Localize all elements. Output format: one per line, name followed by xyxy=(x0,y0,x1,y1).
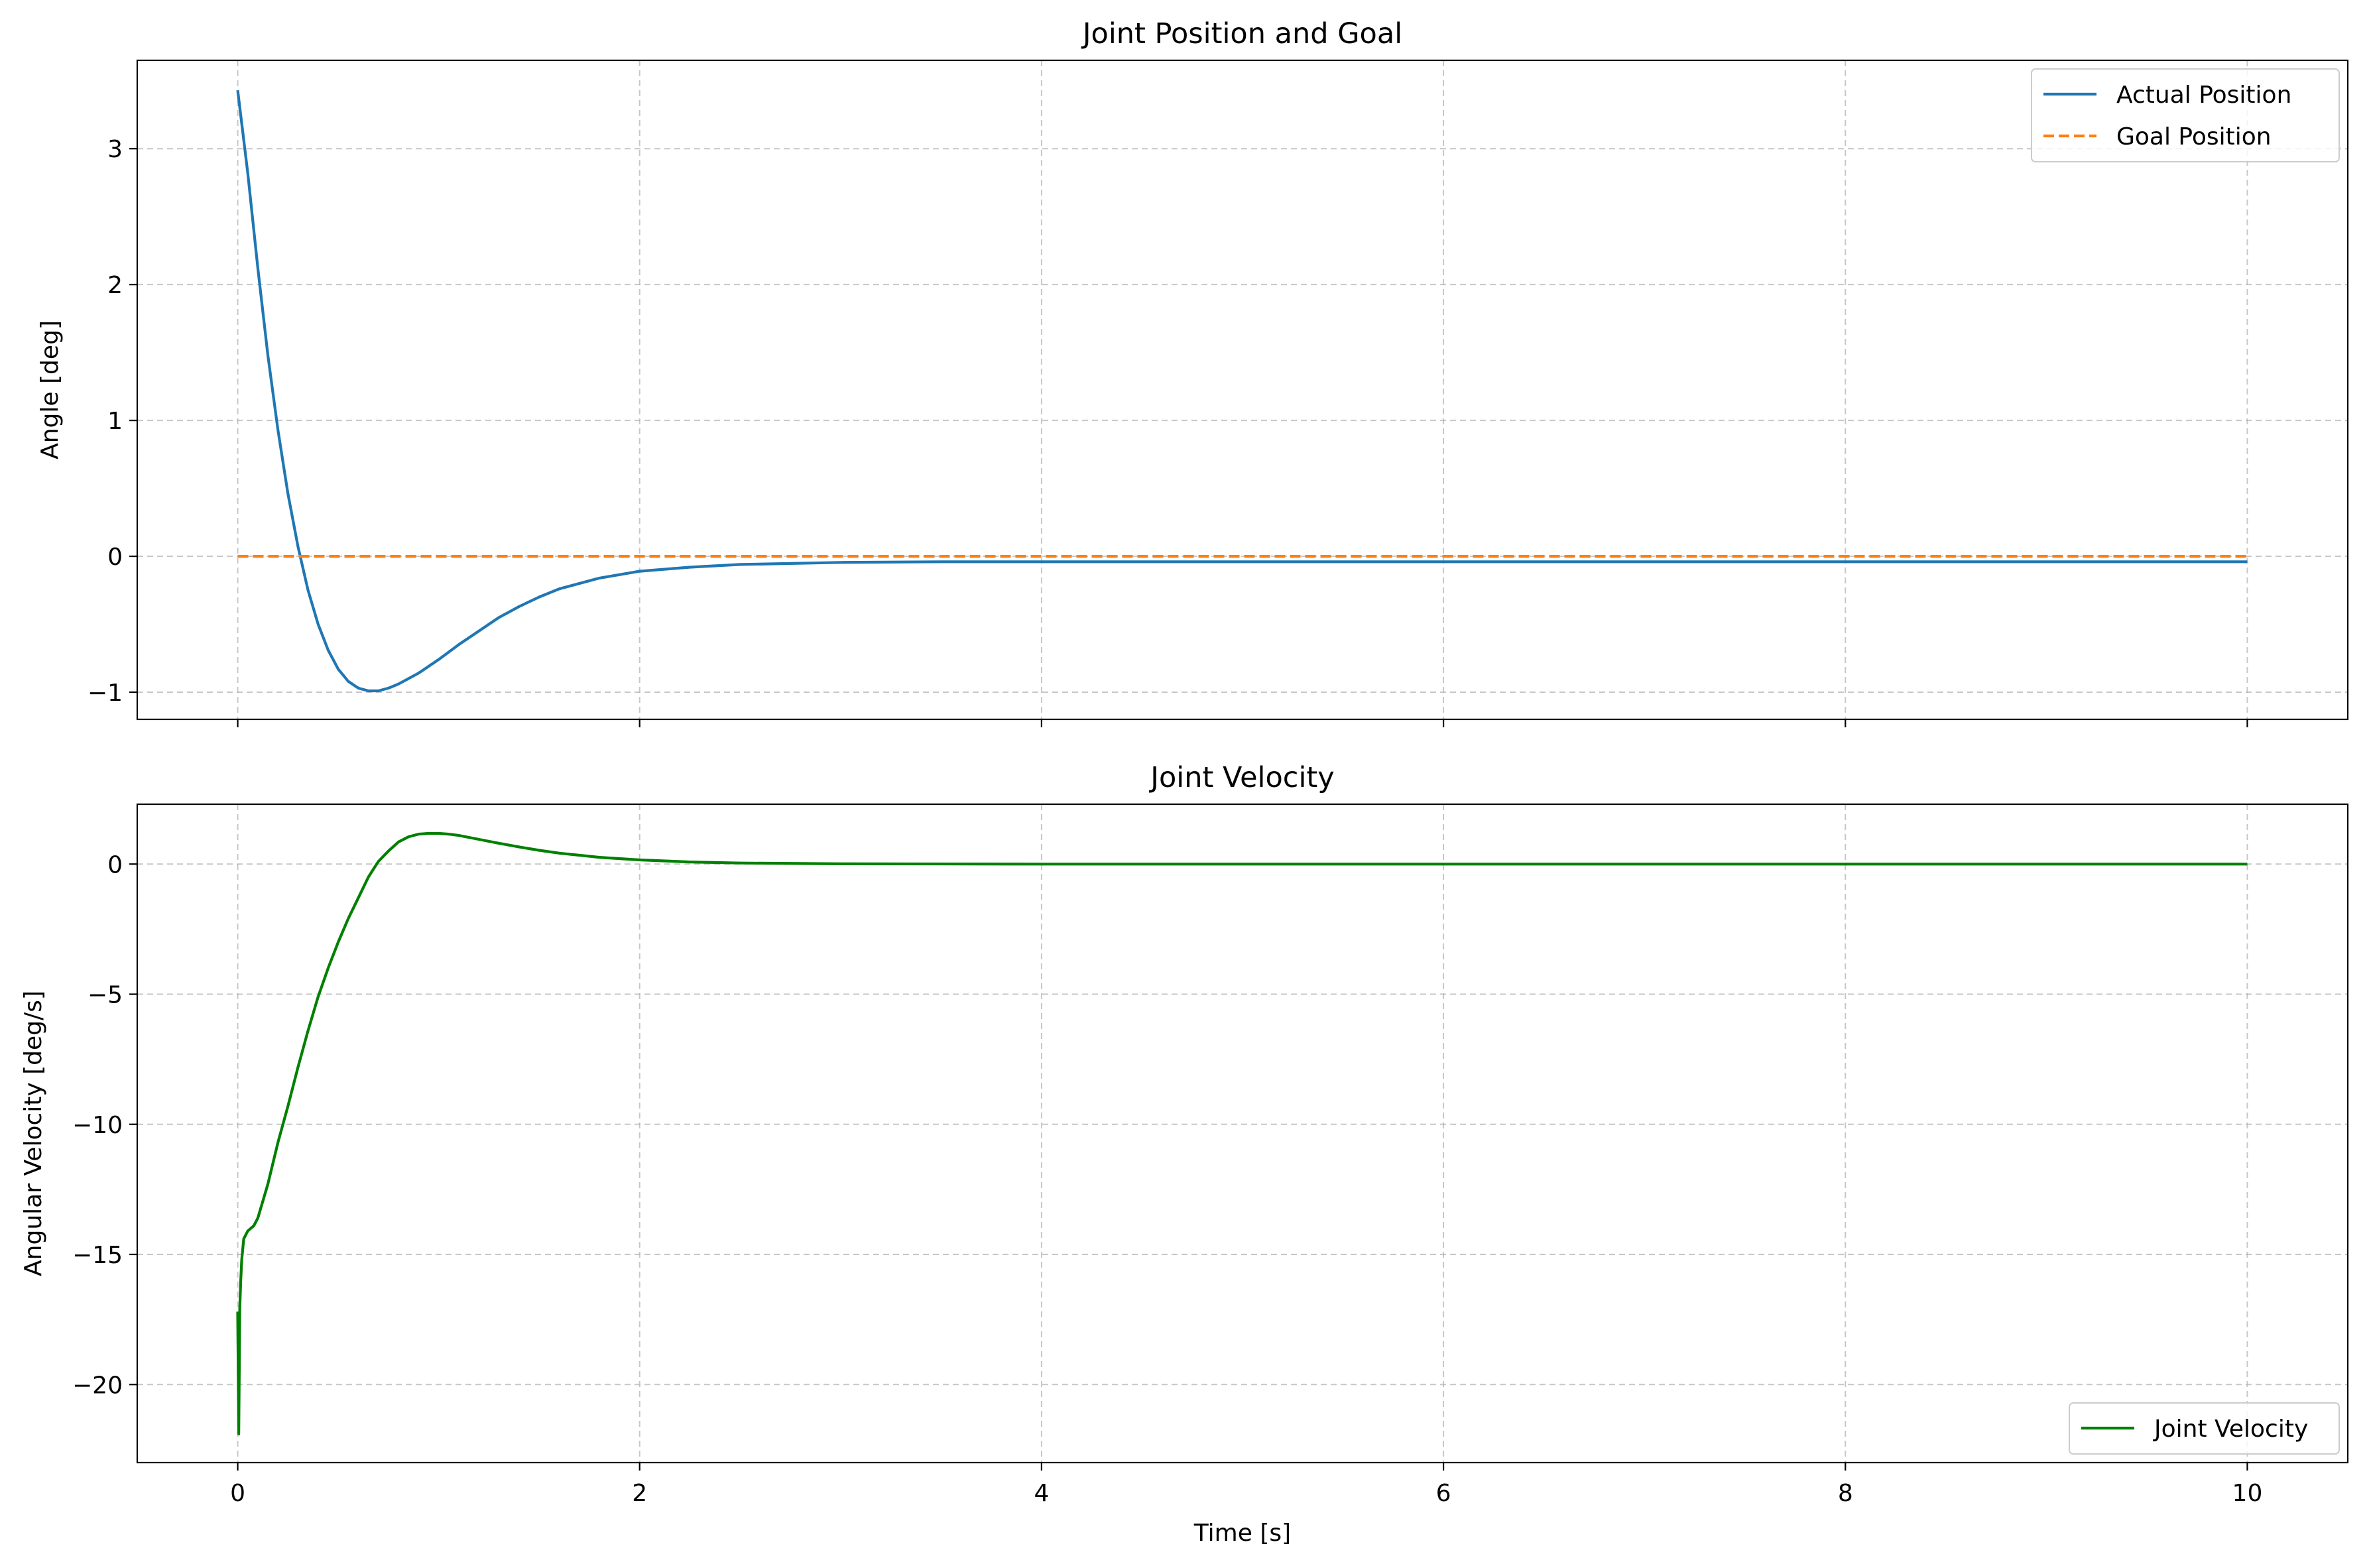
velocity-subplot: 0 2 4 6 8 10 −20 −15 −10 −5 0 Joint Velocity Angul… xyxy=(20,761,2349,1547)
joint-velocity-line xyxy=(236,831,2248,1435)
joint-velocity-legend-label: Joint Velocity xyxy=(2153,1416,2308,1443)
velocity-y-axis-label: Angular Velocity [deg/s] xyxy=(20,991,47,1276)
velocity-axes-frame xyxy=(136,803,2349,1464)
velocity-x-tick-label-5: 10 xyxy=(2232,1480,2263,1507)
velocity-series xyxy=(236,831,2248,1435)
actual-position-line xyxy=(236,90,2248,693)
velocity-x-tick-label-2: 4 xyxy=(1034,1480,1049,1507)
velocity-x-axis-label: Time [s] xyxy=(1193,1520,1291,1547)
position-axes-frame xyxy=(136,59,2349,721)
position-y-tick-label-2: 1 xyxy=(107,408,123,435)
velocity-x-tick-label-0: 0 xyxy=(230,1480,245,1507)
velocity-legend-box xyxy=(2069,1402,2340,1455)
velocity-x-tick-label-3: 6 xyxy=(1436,1480,1451,1507)
velocity-legend: Joint Velocity xyxy=(2069,1402,2340,1455)
position-y-tick-label-0: −1 xyxy=(88,680,123,707)
position-legend: Actual Position Goal Position xyxy=(2031,68,2340,162)
velocity-y-tick-label-3: −5 xyxy=(88,982,123,1009)
velocity-y-tick-label-1: −15 xyxy=(72,1242,123,1269)
position-subplot: −1 0 1 2 3 Joint Position and Goal Angle [de… xyxy=(36,17,2349,727)
velocity-y-tick-label-4: 0 xyxy=(107,851,123,878)
position-ticks: −1 0 1 2 3 xyxy=(88,136,2248,727)
position-chart-title: Joint Position and Goal xyxy=(1081,17,1402,50)
position-y-tick-label-1: 0 xyxy=(107,544,123,571)
velocity-y-tick-label-0: −20 xyxy=(72,1372,123,1399)
velocity-x-tick-label-1: 2 xyxy=(632,1480,647,1507)
position-legend-box xyxy=(2031,68,2340,162)
position-y-tick-label-4: 3 xyxy=(107,136,123,163)
position-y-axis-label: Angle [deg] xyxy=(36,320,64,459)
position-series xyxy=(236,90,2248,693)
velocity-x-tick-label-4: 8 xyxy=(1838,1480,1853,1507)
actual-position-legend-label: Actual Position xyxy=(2116,82,2291,109)
velocity-ticks: 0 2 4 6 8 10 −20 −15 −10 −5 0 xyxy=(72,851,2262,1507)
position-y-tick-label-3: 2 xyxy=(107,272,123,299)
velocity-chart-title: Joint Velocity xyxy=(1148,761,1334,794)
velocity-y-tick-label-2: −10 xyxy=(72,1112,123,1139)
goal-position-legend-label: Goal Position xyxy=(2116,123,2272,151)
